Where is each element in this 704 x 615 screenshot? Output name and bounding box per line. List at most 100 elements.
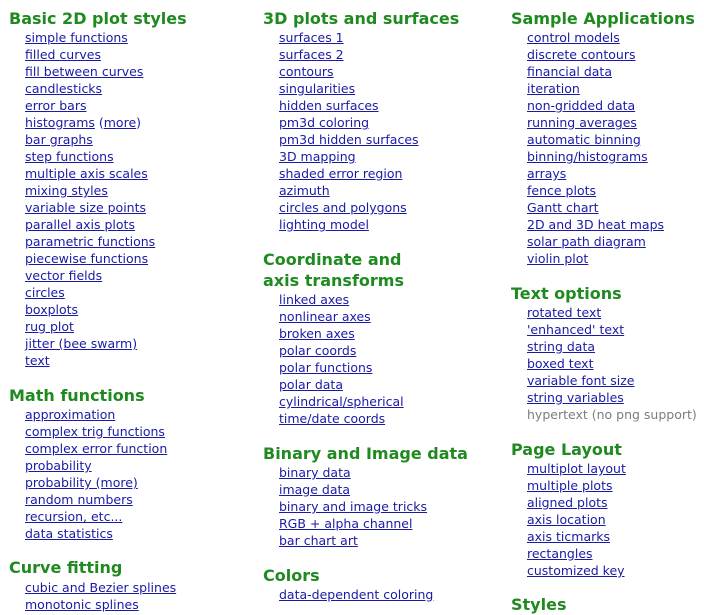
- link-monotonic-splines[interactable]: monotonic splines: [25, 597, 139, 612]
- link-azimuth[interactable]: azimuth: [279, 183, 330, 198]
- link-iteration[interactable]: iteration: [527, 81, 580, 96]
- link-3d-mapping[interactable]: 3D mapping: [279, 149, 356, 164]
- link-approximation[interactable]: approximation: [25, 407, 116, 422]
- link-running-averages[interactable]: running averages: [527, 115, 637, 130]
- link-axis-location[interactable]: axis location: [527, 512, 606, 527]
- link-image-data[interactable]: image data: [279, 482, 351, 497]
- link-aligned-plots[interactable]: aligned plots: [527, 495, 608, 510]
- link-circles[interactable]: circles: [25, 285, 65, 300]
- link-broken-axes[interactable]: broken axes: [279, 326, 355, 341]
- link-cylindrical-spherical[interactable]: cylindrical/spherical: [279, 394, 404, 409]
- link-probability[interactable]: probability: [25, 458, 92, 473]
- list-item: mixing styles: [25, 182, 155, 199]
- link-multiple-plots[interactable]: multiple plots: [527, 478, 613, 493]
- link-fill-between-curves[interactable]: fill between curves: [25, 64, 144, 79]
- link-nonlinear-axes[interactable]: nonlinear axes: [279, 309, 371, 324]
- link-pm3d-coloring[interactable]: pm3d coloring: [279, 115, 370, 130]
- list-item: multiple axis scales: [25, 165, 155, 182]
- link-piecewise-functions[interactable]: piecewise functions: [25, 251, 149, 266]
- link-bar-graphs[interactable]: bar graphs: [25, 132, 93, 147]
- link-text[interactable]: text: [25, 353, 50, 368]
- link-non-gridded-data[interactable]: non-gridded data: [527, 98, 636, 113]
- link-control-models[interactable]: control models: [527, 30, 620, 45]
- link-polar-coords[interactable]: polar coords: [279, 343, 357, 358]
- link-boxplots[interactable]: boxplots: [25, 302, 79, 317]
- link-financial-data[interactable]: financial data: [527, 64, 612, 79]
- link-data-dependent-coloring[interactable]: data-dependent coloring: [279, 587, 434, 602]
- list-item: polar functions: [279, 359, 404, 376]
- link-discrete-contours[interactable]: discrete contours: [527, 47, 636, 62]
- link-multiple-axis-scales[interactable]: multiple axis scales: [25, 166, 148, 181]
- section-title-styles: Styles: [511, 595, 567, 614]
- link-polar-data[interactable]: polar data: [279, 377, 343, 392]
- list-item: variable size points: [25, 199, 155, 216]
- link-complex-trig-functions[interactable]: complex trig functions: [25, 424, 165, 439]
- list-item: rotated text: [527, 304, 697, 321]
- list-item: data statistics: [25, 525, 167, 542]
- link-singularities[interactable]: singularities: [279, 81, 356, 96]
- list-item: binning/histograms: [527, 148, 664, 165]
- link-probability-more[interactable]: probability (more): [25, 475, 138, 490]
- link-vector-fields[interactable]: vector fields: [25, 268, 103, 283]
- link-multiplot-layout[interactable]: multiplot layout: [527, 461, 626, 476]
- link-simple-functions[interactable]: simple functions: [25, 30, 128, 45]
- link-time-date-coords[interactable]: time/date coords: [279, 411, 386, 426]
- link-heat-maps[interactable]: 2D and 3D heat maps: [527, 217, 665, 232]
- link-list-3d-plots: surfaces 1 surfaces 2 contours singulari…: [279, 29, 419, 233]
- link-rectangles[interactable]: rectangles: [527, 546, 593, 561]
- link-error-bars[interactable]: error bars: [25, 98, 87, 113]
- link-step-functions[interactable]: step functions: [25, 149, 114, 164]
- link-rotated-text[interactable]: rotated text: [527, 305, 602, 320]
- link-variable-font-size[interactable]: variable font size: [527, 373, 635, 388]
- link-jitter[interactable]: jitter (bee swarm): [25, 336, 138, 351]
- link-string-variables[interactable]: string variables: [527, 390, 624, 405]
- link-recursion[interactable]: recursion, etc...: [25, 509, 123, 524]
- link-parallel-axis-plots[interactable]: parallel axis plots: [25, 217, 135, 232]
- link-lighting-model[interactable]: lighting model: [279, 217, 369, 232]
- link-list-curve-fitting: cubic and Bezier splines monotonic splin…: [25, 579, 176, 613]
- link-pm3d-hidden-surfaces[interactable]: pm3d hidden surfaces: [279, 132, 419, 147]
- link-data-statistics[interactable]: data statistics: [25, 526, 113, 541]
- link-gantt-chart[interactable]: Gantt chart: [527, 200, 599, 215]
- section-title-binary-image: Binary and Image data: [263, 444, 468, 463]
- link-linked-axes[interactable]: linked axes: [279, 292, 350, 307]
- list-item: non-gridded data: [527, 97, 664, 114]
- list-item: axis location: [527, 511, 626, 528]
- link-violin-plot[interactable]: violin plot: [527, 251, 589, 266]
- link-cubic-bezier-splines[interactable]: cubic and Bezier splines: [25, 580, 177, 595]
- link-fence-plots[interactable]: fence plots: [527, 183, 597, 198]
- link-mixing-styles[interactable]: mixing styles: [25, 183, 108, 198]
- link-hidden-surfaces[interactable]: hidden surfaces: [279, 98, 379, 113]
- link-boxed-text[interactable]: boxed text: [527, 356, 594, 371]
- link-random-numbers[interactable]: random numbers: [25, 492, 133, 507]
- link-list-text-options: rotated text 'enhanced' text string data…: [527, 304, 697, 423]
- link-bar-chart-art[interactable]: bar chart art: [279, 533, 358, 548]
- link-complex-error-function[interactable]: complex error function: [25, 441, 168, 456]
- list-item: surfaces 1: [279, 29, 419, 46]
- link-binary-image-tricks[interactable]: binary and image tricks: [279, 499, 428, 514]
- link-customized-key[interactable]: customized key: [527, 563, 625, 578]
- link-automatic-binning[interactable]: automatic binning: [527, 132, 641, 147]
- link-rgb-alpha-channel[interactable]: RGB + alpha channel: [279, 516, 413, 531]
- link-rug-plot[interactable]: rug plot: [25, 319, 74, 334]
- link-variable-size-points[interactable]: variable size points: [25, 200, 147, 215]
- link-axis-ticmarks[interactable]: axis ticmarks: [527, 529, 610, 544]
- link-histograms[interactable]: histograms: [25, 115, 95, 130]
- link-filled-curves[interactable]: filled curves: [25, 47, 101, 62]
- link-solar-path-diagram[interactable]: solar path diagram: [527, 234, 646, 249]
- link-histograms-more[interactable]: more: [103, 115, 137, 130]
- link-arrays[interactable]: arrays: [527, 166, 567, 181]
- link-string-data[interactable]: string data: [527, 339, 596, 354]
- list-item: approximation: [25, 406, 167, 423]
- link-polar-functions[interactable]: polar functions: [279, 360, 373, 375]
- link-parametric-functions[interactable]: parametric functions: [25, 234, 156, 249]
- link-candlesticks[interactable]: candlesticks: [25, 81, 103, 96]
- link-surfaces-2[interactable]: surfaces 2: [279, 47, 344, 62]
- link-contours[interactable]: contours: [279, 64, 334, 79]
- link-enhanced-text[interactable]: 'enhanced' text: [527, 322, 625, 337]
- link-surfaces-1[interactable]: surfaces 1: [279, 30, 344, 45]
- link-binning-histograms[interactable]: binning/histograms: [527, 149, 648, 164]
- link-shaded-error-region[interactable]: shaded error region: [279, 166, 403, 181]
- link-binary-data[interactable]: binary data: [279, 465, 351, 480]
- link-circles-polygons[interactable]: circles and polygons: [279, 200, 407, 215]
